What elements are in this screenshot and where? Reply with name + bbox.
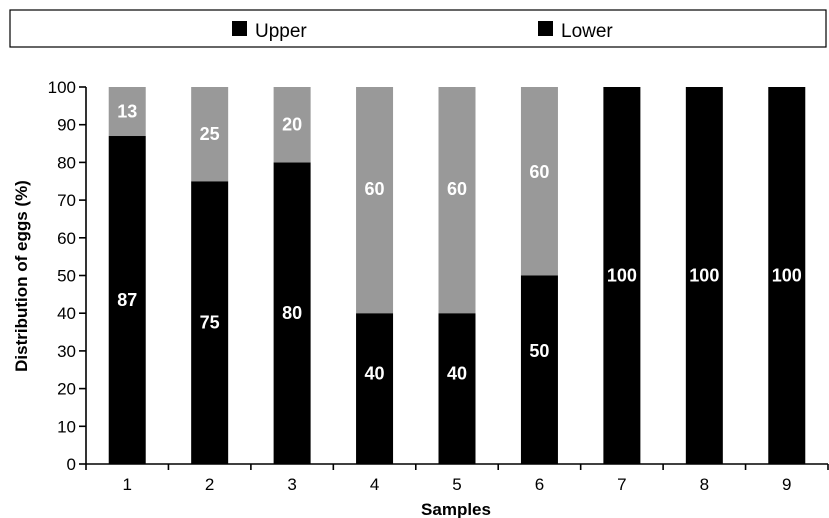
y-tick-label-80: 80 xyxy=(57,153,76,172)
data-label-lower-1: 87 xyxy=(117,290,137,310)
bar-upper-4 xyxy=(356,87,394,314)
bar-lower-4 xyxy=(356,313,394,464)
x-tick-label-9: 9 xyxy=(782,475,791,494)
legend: Upper Lower xyxy=(9,9,827,48)
data-label-upper-2: 25 xyxy=(200,124,220,144)
data-label-lower-7: 100 xyxy=(607,266,637,286)
data-label-upper-3: 20 xyxy=(282,115,302,135)
x-tick-label-7: 7 xyxy=(617,475,626,494)
bar-lower-8 xyxy=(685,87,723,464)
bar-lower-3 xyxy=(273,162,311,464)
y-tick-label-70: 70 xyxy=(57,191,76,210)
data-labels: 87 13 75 25 80 20 40 60 40 60 50 60 100 100 100 xyxy=(117,102,802,384)
y-axis-title: Distribution of eggs (%) xyxy=(12,180,31,372)
x-tick-label-2: 2 xyxy=(205,475,214,494)
x-axis-title: Samples xyxy=(421,500,491,518)
legend-swatch-upper xyxy=(232,21,247,36)
data-label-lower-8: 100 xyxy=(689,266,719,286)
bar-lower-5 xyxy=(438,313,476,464)
x-tick-label-5: 5 xyxy=(452,475,461,494)
bar-lower-6 xyxy=(520,275,558,464)
data-label-lower-3: 80 xyxy=(282,303,302,323)
bar-lower-7 xyxy=(603,87,641,464)
legend-label-lower: Lower xyxy=(561,21,613,42)
y-tick-label-50: 50 xyxy=(57,267,76,286)
x-tick-label-1: 1 xyxy=(122,475,131,494)
y-tick-label-10: 10 xyxy=(57,417,76,436)
y-tick-label-90: 90 xyxy=(57,116,76,135)
bar-upper-5 xyxy=(438,87,476,314)
y-tick-label-20: 20 xyxy=(57,380,76,399)
y-tick-label-100: 100 xyxy=(48,78,76,97)
bar-lower-9 xyxy=(768,87,806,464)
legend-label-upper: Upper xyxy=(255,21,307,42)
y-tick-label-40: 40 xyxy=(57,304,76,323)
data-label-upper-5: 60 xyxy=(447,179,467,199)
legend-frame xyxy=(9,9,827,48)
bar-lower-2 xyxy=(191,181,229,464)
y-tick-label-30: 30 xyxy=(57,342,76,361)
x-tick-label-4: 4 xyxy=(370,475,379,494)
data-label-lower-2: 75 xyxy=(200,313,220,333)
x-tick-label-6: 6 xyxy=(535,475,544,494)
x-tick-label-3: 3 xyxy=(287,475,296,494)
x-tick-label-8: 8 xyxy=(700,475,709,494)
bars xyxy=(108,87,806,464)
data-label-lower-9: 100 xyxy=(772,266,802,286)
data-label-lower-6: 50 xyxy=(529,341,549,361)
y-tick-label-0: 0 xyxy=(67,455,76,474)
data-label-lower-5: 40 xyxy=(447,364,467,384)
bar-upper-6 xyxy=(520,87,558,276)
y-tick-label-60: 60 xyxy=(57,229,76,248)
bar-upper-3 xyxy=(273,87,311,163)
data-label-upper-6: 60 xyxy=(529,162,549,182)
legend-swatch-lower xyxy=(538,21,553,36)
bar-upper-2 xyxy=(191,87,229,182)
bar-upper-1 xyxy=(108,87,146,137)
data-label-upper-4: 60 xyxy=(365,179,385,199)
data-label-upper-1: 13 xyxy=(117,102,137,122)
data-label-lower-4: 40 xyxy=(365,364,385,384)
bar-lower-1 xyxy=(108,136,146,464)
